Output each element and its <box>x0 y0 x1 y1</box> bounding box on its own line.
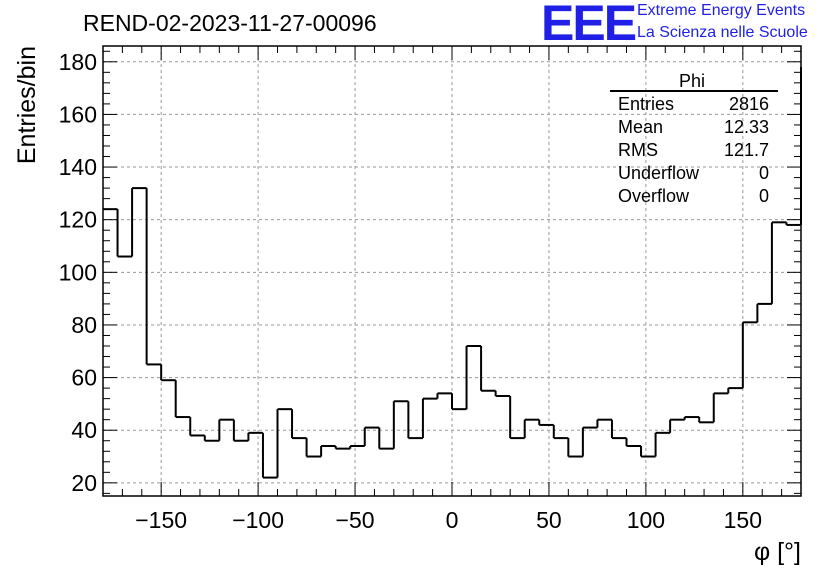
x-tick-label: 150 <box>724 507 762 533</box>
x-tick-label: −150 <box>135 507 187 533</box>
chart-title: REND-02-2023-11-27-00096 <box>83 10 377 36</box>
stats-row-value: 12.33 <box>724 117 769 137</box>
x-tick-label: 50 <box>536 507 562 533</box>
y-tick-label: 120 <box>59 207 97 233</box>
y-tick-label: 140 <box>59 154 97 180</box>
stats-row-label: RMS <box>618 140 658 160</box>
grid-lines <box>103 46 801 496</box>
y-tick-label: 80 <box>71 312 97 338</box>
y-tick-label: 60 <box>71 365 97 391</box>
y-tick-label: 40 <box>71 417 97 443</box>
y-tick-label: 100 <box>59 259 97 285</box>
y-tick-label: 180 <box>59 49 97 75</box>
stats-row-value: 2816 <box>729 94 769 114</box>
x-tick-label: −50 <box>336 507 375 533</box>
stats-row-value: 0 <box>759 186 769 206</box>
stats-row-label: Mean <box>618 117 663 137</box>
tick-labels: −150 −100 −50 0 50 100 150 20 40 60 80 100 120 140 160… <box>59 49 762 533</box>
logo-subtitle-line1: Extreme Energy Events <box>637 2 806 19</box>
stats-row-label: Underflow <box>618 163 700 183</box>
stats-row-value: 0 <box>759 163 769 183</box>
histogram-steps <box>103 67 802 479</box>
x-tick-label: −100 <box>232 507 284 533</box>
logo-subtitle-line2: La Scienza nelle Scuole <box>637 24 808 41</box>
y-tick-label: 160 <box>59 101 97 127</box>
plot-frame <box>102 45 802 497</box>
x-axis-title: φ [°] <box>754 538 801 566</box>
x-tick-label: 0 <box>446 507 459 533</box>
y-axis-title: Entries/bin <box>13 46 41 164</box>
stats-row-value: 121.7 <box>724 140 769 160</box>
stats-row-label: Overflow <box>618 186 690 206</box>
stats-box-title: Phi <box>679 71 705 91</box>
stats-row-label: Entries <box>618 94 674 114</box>
x-tick-label: 100 <box>627 507 665 533</box>
y-tick-label: 20 <box>71 470 97 496</box>
eee-logo: EEE <box>541 0 637 51</box>
